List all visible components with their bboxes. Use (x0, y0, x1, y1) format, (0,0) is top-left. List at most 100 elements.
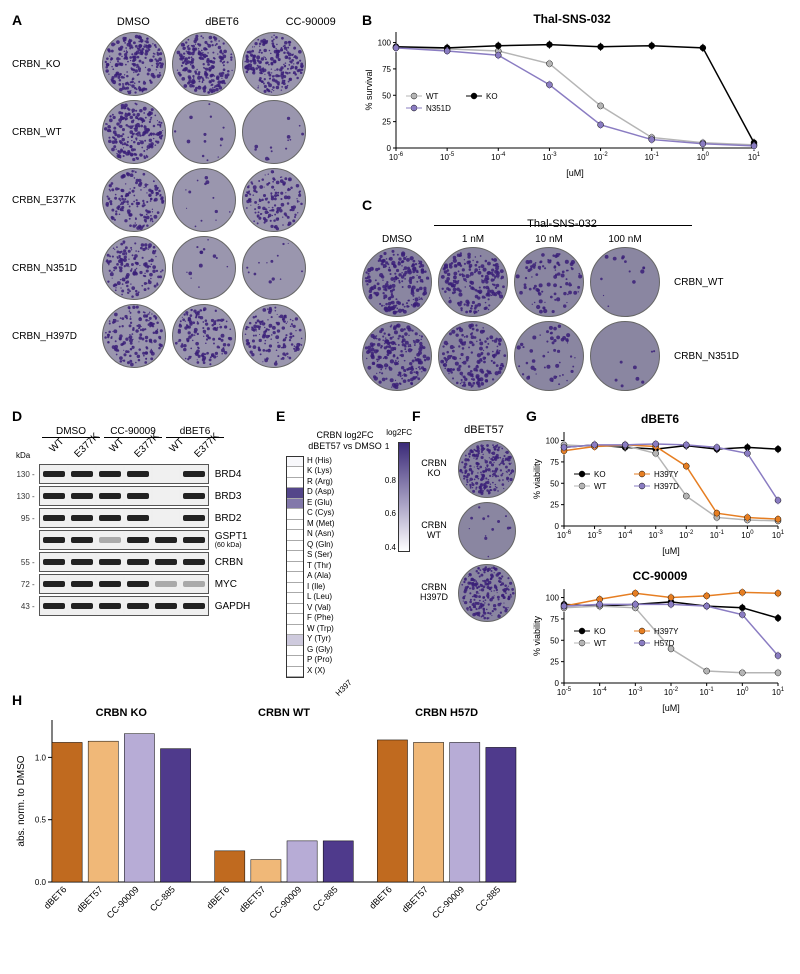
svg-text:10-3: 10-3 (628, 687, 643, 697)
svg-text:100: 100 (546, 594, 560, 603)
svg-text:WT: WT (426, 92, 439, 101)
blot-lane (153, 510, 179, 526)
row-label: CRBN WT (416, 521, 452, 541)
colony-plate (242, 236, 306, 300)
heatmap-row-label: Y (Tyr) (307, 634, 335, 645)
blot-row: 43 -GAPDH (12, 596, 262, 616)
kda-marker: 43 - (12, 602, 39, 611)
blot-target-label: GSPT1(60 kDa) (215, 531, 262, 549)
heatmap-row-label: D (Asp) (307, 487, 335, 498)
svg-text:[uM]: [uM] (566, 168, 584, 178)
panel-A: DMSO dBET6 CC-90009 CRBN_KOCRBN_WTCRBN_E… (12, 12, 342, 368)
blot-lane (97, 510, 123, 526)
colony-plate (102, 100, 166, 164)
svg-text:100: 100 (697, 152, 710, 162)
panel-G: dBET6025507510010-610-510-410-310-210-11… (530, 412, 790, 726)
svg-text:CC-90009: CC-90009 (430, 884, 466, 920)
blot-row: 130 -BRD3 (12, 486, 262, 506)
colony-plate (172, 236, 236, 300)
heatmap-cell (287, 604, 303, 615)
blot-lane (125, 576, 151, 592)
heatmap-cell (287, 572, 303, 583)
chart-title: dBET6 (530, 412, 790, 426)
heatmap-row-label: L (Leu) (307, 592, 335, 603)
blot-lane (41, 598, 67, 614)
svg-text:10-5: 10-5 (440, 152, 455, 162)
blot-lane (41, 488, 67, 504)
blot-lane (181, 510, 207, 526)
blot-lane (69, 554, 95, 570)
svg-text:10-2: 10-2 (593, 152, 608, 162)
blot-lane (181, 532, 207, 548)
svg-text:10-3: 10-3 (649, 530, 664, 540)
heatmap-cell (287, 614, 303, 625)
panel-C: Thal-SNS-032 DMSO 1 nM 10 nM 100 nM CRBN… (362, 217, 782, 395)
svg-text:% survival: % survival (364, 69, 374, 110)
colony-plate (172, 168, 236, 232)
blot-target-label: BRD3 (215, 491, 262, 502)
blot-lanes (39, 596, 209, 616)
svg-text:1.0: 1.0 (35, 753, 47, 762)
plate-row: CRBN_H397D (12, 304, 342, 368)
svg-text:50: 50 (382, 91, 391, 100)
heatmap-cells (286, 456, 304, 679)
blot-lanes (39, 530, 209, 550)
colony-plate (458, 564, 516, 622)
legend-tick: 0.8 (385, 476, 396, 485)
row-label: CRBN H397D (416, 583, 452, 603)
legend-tick: 1 (385, 442, 396, 451)
svg-text:0: 0 (555, 522, 560, 531)
legend-tick: 0.4 (385, 543, 396, 552)
heatmap-legend-title: log2FC (386, 428, 412, 437)
heatmap-row-label: C (Cys) (307, 508, 335, 519)
svg-text:100: 100 (736, 687, 749, 697)
svg-text:10-5: 10-5 (557, 687, 572, 697)
svg-text:CC-885: CC-885 (473, 884, 502, 913)
kda-marker: 55 - (12, 558, 39, 567)
svg-text:KO: KO (594, 627, 606, 636)
blot-lane (181, 576, 207, 592)
svg-text:75: 75 (550, 615, 559, 624)
blot-lane (125, 598, 151, 614)
heatmap-cell (287, 478, 303, 489)
heatmap-cell (287, 488, 303, 499)
blot-lane (41, 510, 67, 526)
blot-lane (153, 488, 179, 504)
panel-C-group-title: Thal-SNS-032 (432, 218, 692, 230)
panel-A-column-headers: DMSO dBET6 CC-90009 (102, 16, 342, 28)
heatmap-cell (287, 635, 303, 646)
svg-text:H397Y: H397Y (654, 470, 679, 479)
svg-text:101: 101 (772, 530, 785, 540)
svg-text:dBET6: dBET6 (42, 884, 69, 911)
heatmap-row-label: S (Ser) (307, 550, 335, 561)
blot-lane (181, 554, 207, 570)
svg-text:N351D: N351D (426, 104, 451, 113)
heatmap-row-label: X (X) (307, 666, 335, 677)
plate-row: CRBN_N351D (362, 321, 782, 391)
col-header: 10 nM (514, 234, 584, 245)
plate-row: CRBN KO (416, 440, 516, 498)
heatmap-cell (287, 541, 303, 552)
colony-plate (514, 247, 584, 317)
svg-text:CRBN H57D: CRBN H57D (415, 707, 478, 719)
svg-text:10-1: 10-1 (700, 687, 715, 697)
colony-plate (102, 304, 166, 368)
heatmap-row-labels: H (His)K (Lys)R (Arg)D (Asp)E (Glu)C (Cy… (307, 456, 335, 679)
svg-text:CC-90009: CC-90009 (105, 884, 141, 920)
chart-area: 025507510010-610-510-410-310-210-1100101… (530, 428, 790, 559)
svg-text:100: 100 (378, 39, 392, 48)
row-label: CRBN_N351D (12, 263, 102, 274)
blot-lane (97, 488, 123, 504)
heatmap-row-label: N (Asn) (307, 529, 335, 540)
blot-row: GSPT1(60 kDa) (12, 530, 262, 550)
colony-plate (102, 32, 166, 96)
blot-lane (69, 488, 95, 504)
svg-text:10-2: 10-2 (664, 687, 679, 697)
blot-lane (181, 466, 207, 482)
blot-lane (41, 466, 67, 482)
colony-plate (514, 321, 584, 391)
blot-lane (181, 488, 207, 504)
plate-row: CRBN_N351D (12, 236, 342, 300)
blot-lane (153, 554, 179, 570)
svg-text:KO: KO (486, 92, 498, 101)
